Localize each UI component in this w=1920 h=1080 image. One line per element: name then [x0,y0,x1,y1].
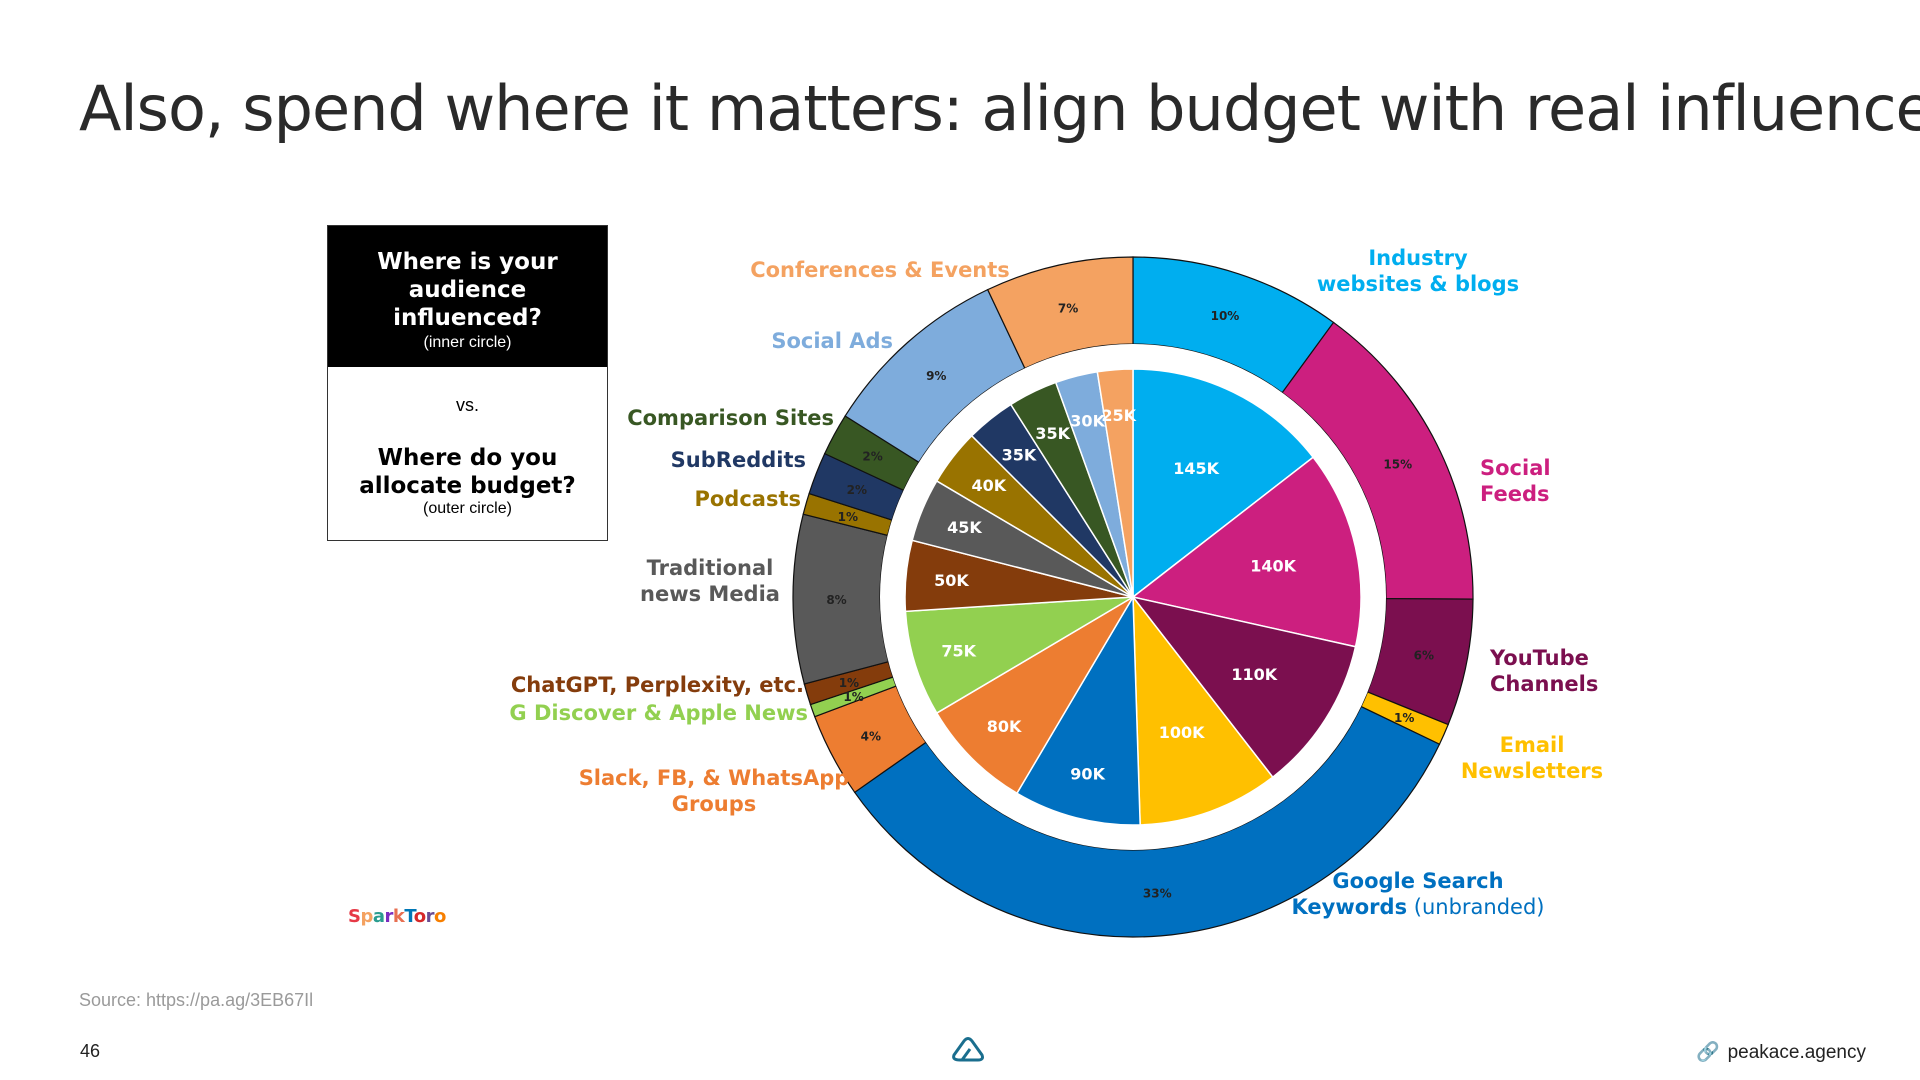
outer-slice-label: 15% [1383,458,1412,472]
category-label: SubReddits [671,448,806,472]
category-label: Podcasts [694,487,801,511]
legend-inner-circle-panel: Where is your audience influenced? (inne… [328,226,607,367]
sparktoro-logo: SparkToro [348,906,446,927]
inner-slice [1132,368,1315,599]
category-label-line: websites & blogs [1317,272,1519,296]
inner-slice [1015,594,1141,826]
category-label: G Discover & Apple News [509,701,808,725]
sparktoro-logo-text: SparkToro [348,906,446,927]
category-label: Slack, FB, & WhatsApp Groups [579,766,850,816]
outer-slice-label: 10% [1211,309,1240,323]
category-label-line: Social [1480,456,1551,480]
category-label-line: Newsletters [1461,759,1603,783]
category-label-line: Channels [1490,672,1598,696]
category-label: Industry websites & blogs [1317,246,1519,296]
inner-slice [1096,368,1134,598]
category-label-line: Comparison Sites [627,406,834,430]
inner-slice-label: 140K [1250,557,1296,576]
outer-slice-label: 1% [1394,711,1414,725]
outer-slice-label: 9% [926,369,946,383]
logo-letter: p [360,906,373,927]
logo-letter: o [434,906,446,927]
category-label-line: Feeds [1480,482,1550,506]
category-label-line: news Media [640,582,780,606]
category-label: Google Search Keywords (unbranded) [1292,869,1545,919]
category-label: Traditional news Media [640,556,780,606]
outer-slice-label: 4% [861,729,881,743]
page-number: 46 [80,1041,101,1061]
outer-slice-label: 6% [1414,649,1434,663]
legend-box: Where is your audience influenced? (inne… [327,225,608,541]
category-label-line: YouTube [1489,646,1589,670]
category-label-suffix: (unbranded) [1407,895,1544,919]
footer-website-link[interactable]: 🔗 peakace.agency [1696,1040,1866,1064]
inner-slice-label: 35K [1035,424,1070,443]
inner-slice [904,596,1134,715]
peakace-logo-icon [950,1035,986,1068]
category-label-line: G Discover & Apple News [509,701,808,725]
logo-letter: r [384,906,394,927]
inner-slice-label: 75K [941,642,976,661]
outer-slice-label: 7% [1058,302,1078,316]
legend-vs: vs. [455,395,479,415]
logo-letter: T [404,906,414,927]
category-label-line: Social Ads [771,329,893,353]
category-label: Social Feeds [1480,456,1551,506]
outer-slice-label: 2% [847,483,867,497]
logo-letter: k [392,906,405,927]
inner-slice [935,596,1134,795]
outer-slice-label: 1% [843,690,863,704]
inner-slice-label: 50K [934,571,969,590]
legend-outer-circle-panel: vs. Where do you allocate budget? (outer… [328,395,607,518]
page-title: Also, spend where it matters: align budg… [79,72,1920,145]
category-label-line: Groups [672,792,757,816]
logo-letter: r [425,906,435,927]
outer-slice-label: 8% [826,593,846,607]
category-label-line: Keywords [1292,895,1408,919]
legend-outer-note: (outer circle) [423,500,512,517]
category-label: ChatGPT, Perplexity, etc. [511,673,804,697]
category-label-line: Traditional [647,556,774,580]
inner-slice-label: 45K [947,518,982,537]
logo-letter: S [348,906,361,927]
legend-question-influence: Where is your audience influenced? [377,249,558,331]
inner-slice [1131,456,1362,648]
category-label-line: Industry [1368,246,1468,270]
inner-slice-label: 90K [1070,765,1105,784]
category-label-line: Podcasts [694,487,801,511]
inner-slice-label: 100K [1159,723,1205,742]
category-label: Comparison Sites [627,406,834,430]
inner-slice-label: 40K [972,476,1007,495]
legend-question-budget: Where do you allocate budget? [359,445,576,499]
category-label-line: ChatGPT, Perplexity, etc. [511,673,804,697]
inner-slice-label: 145K [1173,459,1219,478]
category-label-line: Conferences & Events [750,258,1010,282]
category-label-line: Google Search [1332,869,1503,893]
category-label-line: Slack, FB, & WhatsApp [579,766,850,790]
link-icon: 🔗 [1695,1042,1720,1063]
footer-website-text: peakace.agency [1727,1042,1866,1063]
legend-inner-note: (inner circle) [423,334,512,351]
inner-slice [1131,595,1357,779]
category-label: YouTube Channels [1489,646,1598,696]
inner-slice-label: 30K [1070,411,1105,430]
category-label: Social Ads [771,329,893,353]
category-label-line: SubReddits [671,448,806,472]
inner-slice-label: 25K [1101,406,1136,425]
category-label: Email Newsletters [1461,733,1603,783]
outer-slice-label: 33% [1143,887,1172,901]
logo-letter: a [372,906,385,927]
inner-slice-label: 35K [1002,446,1037,465]
outer-slice-label: 1% [838,510,858,524]
outer-slice-label: 2% [862,449,882,463]
inner-slice-label: 110K [1231,665,1277,684]
inner-slice [1132,594,1274,826]
logo-letter: o [413,906,426,927]
category-label: Conferences & Events [750,258,1010,282]
source-note: Source: https://pa.ag/3EB67Il [79,990,314,1010]
category-label-line: Email [1500,733,1565,757]
outer-slice-label: 1% [839,676,859,690]
inner-slice-label: 80K [987,717,1022,736]
